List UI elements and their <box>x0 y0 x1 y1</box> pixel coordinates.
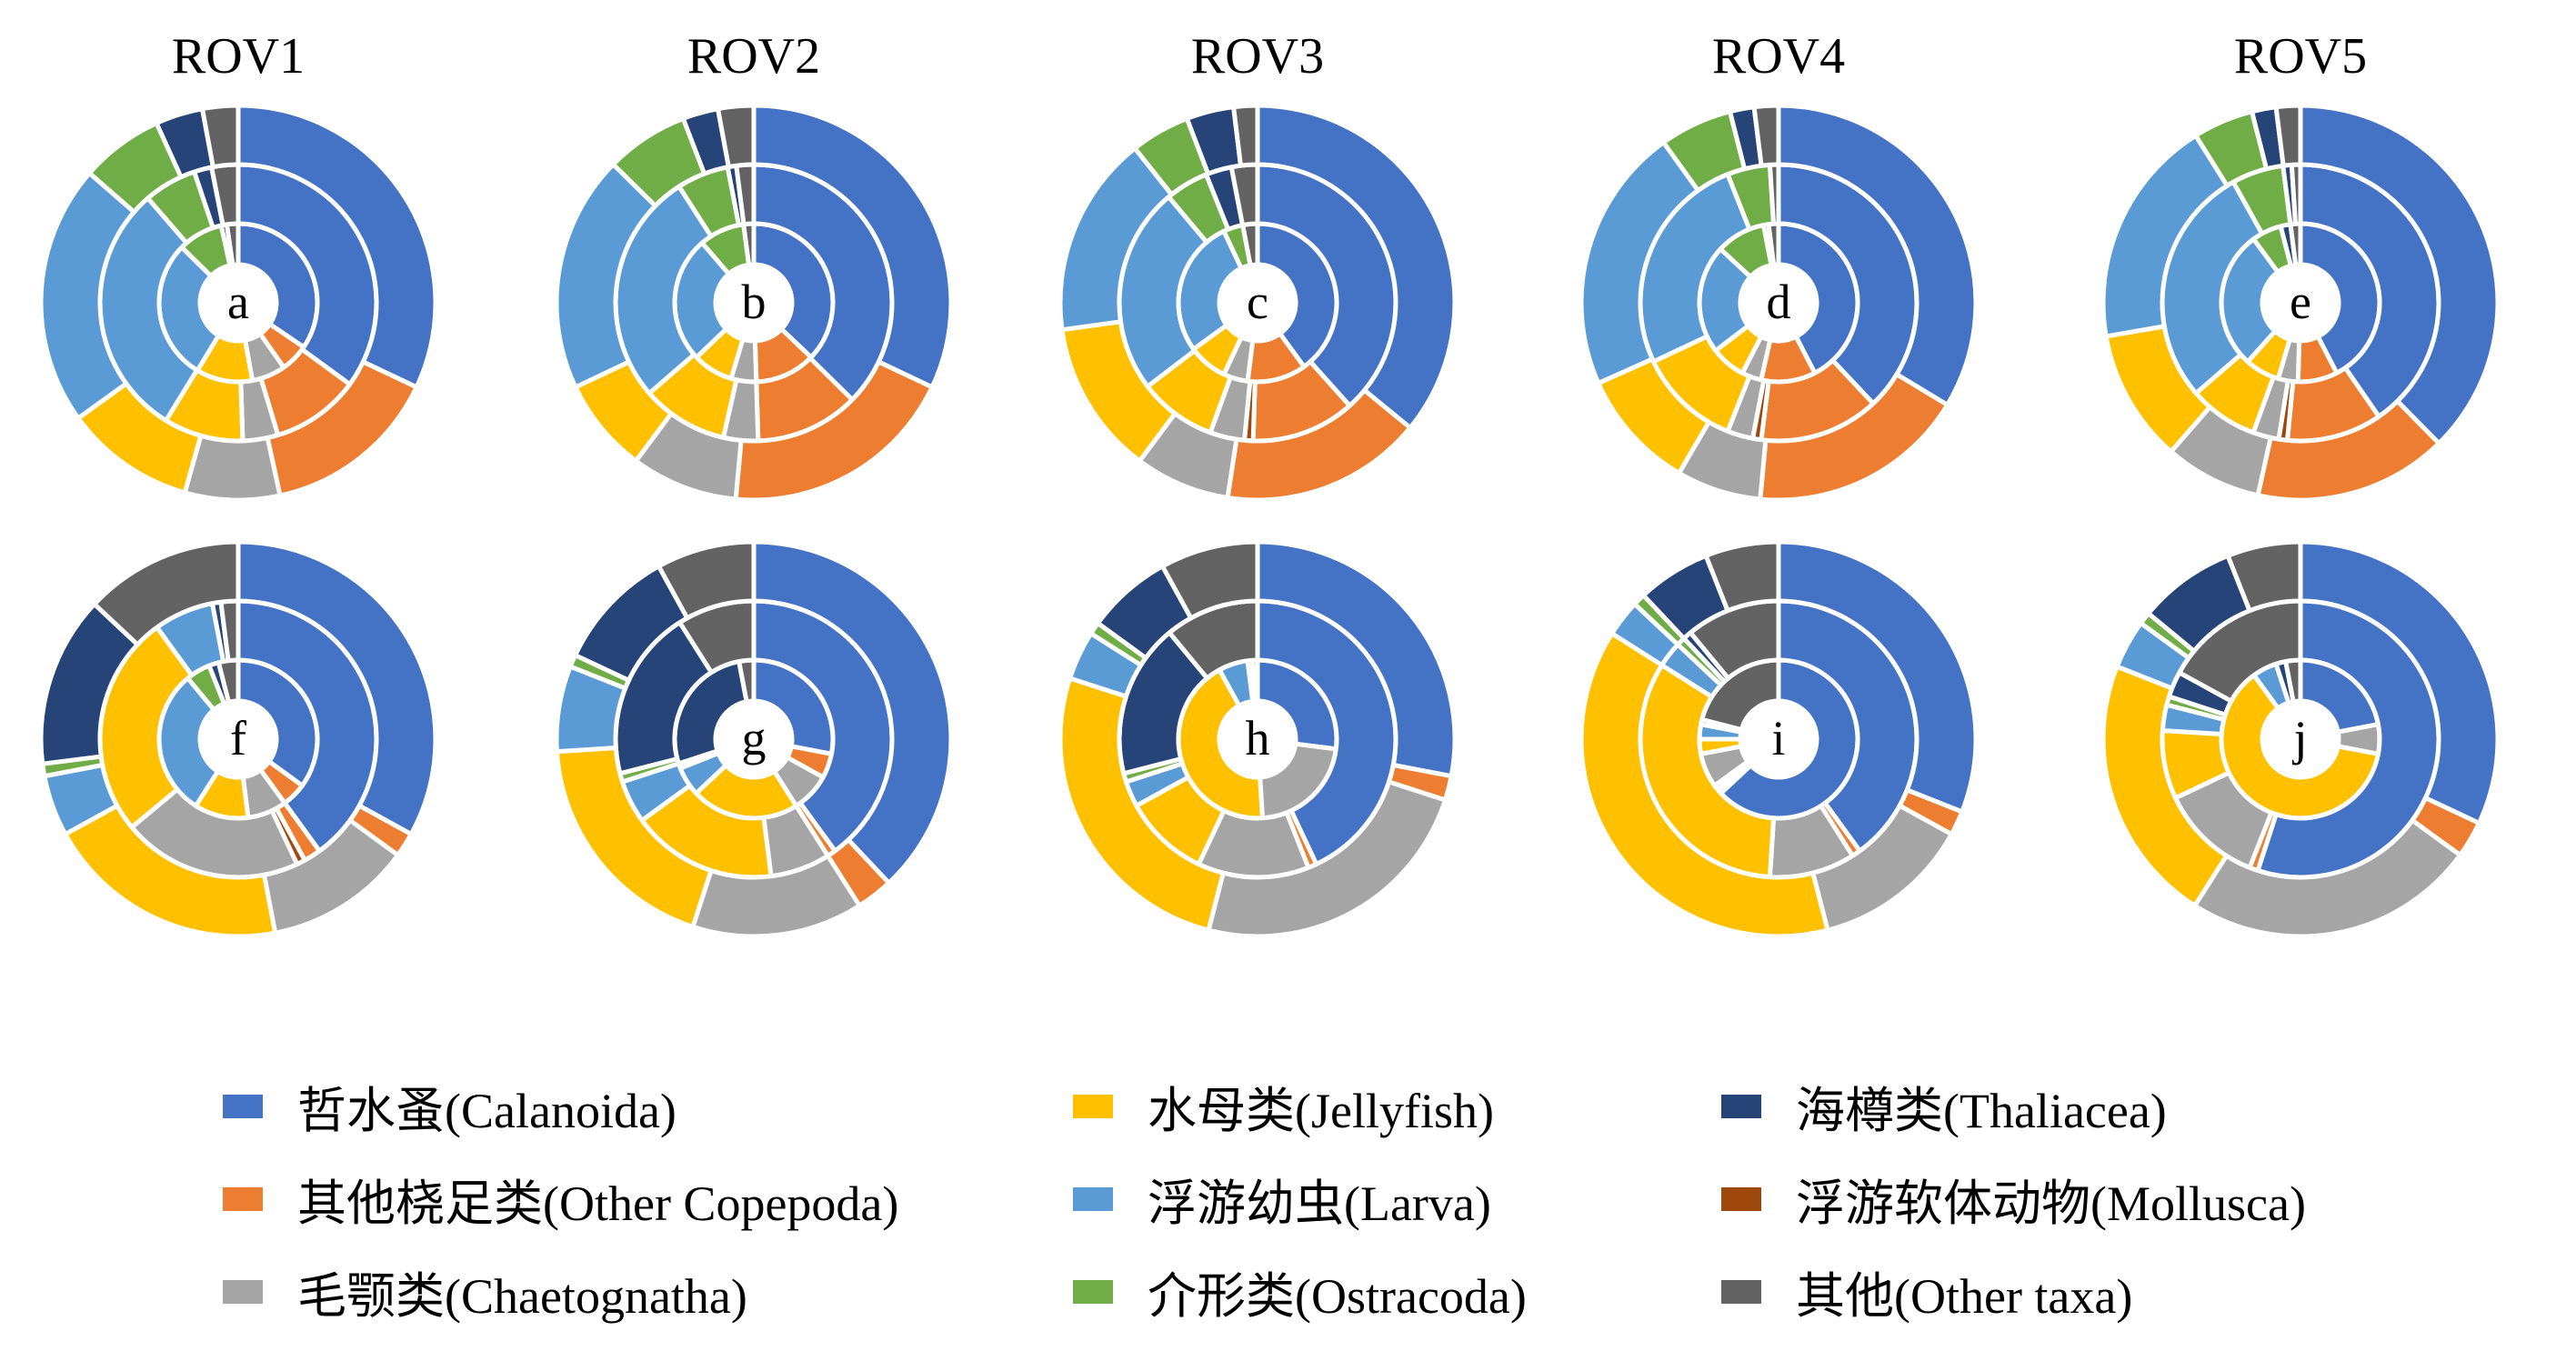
panel-label-j: j <box>2291 711 2307 766</box>
slice-c-outer-other_taxa <box>1231 103 1260 168</box>
legend-label-larva: 浮游幼虫(Larva) <box>1148 1176 1491 1231</box>
panel-label-d: d <box>1767 275 1791 329</box>
donut-e: e <box>2100 103 2501 503</box>
slice-j-outer-calanoida <box>2298 539 2501 826</box>
panel-label-f: f <box>230 711 246 766</box>
donut-a: a <box>38 103 438 503</box>
donut-b: b <box>554 103 954 503</box>
donut-c: c <box>1057 103 1458 503</box>
slice-c-outer-calanoida <box>1255 103 1458 431</box>
donut-hole-j <box>2262 701 2339 777</box>
slice-e-outer-calanoida <box>2298 103 2501 446</box>
legend-label-calanoida: 哲水蚤(Calanoida) <box>297 1084 677 1138</box>
slice-h-outer-calanoida <box>1255 539 1458 779</box>
donut-hole-b <box>716 265 792 341</box>
donut-hole-a <box>200 265 276 341</box>
slice-i-outer-jellyfish <box>1579 631 1830 939</box>
donut-j: j <box>2100 539 2501 939</box>
slice-f-outer-other_taxa <box>92 539 241 647</box>
slice-a-outer-calanoida <box>236 103 438 390</box>
panel-label-i: i <box>1771 711 1785 766</box>
legend-swatch-calanoida <box>223 1095 263 1118</box>
donut-panels: a b c d e f g h i j <box>38 103 2501 939</box>
legend-swatch-larva <box>1073 1187 1113 1211</box>
panel-label-b: b <box>742 275 767 329</box>
legend-swatch-ostracoda <box>1073 1280 1113 1304</box>
slice-j-outer-other_taxa <box>2225 539 2303 614</box>
donut-hole-f <box>200 701 276 777</box>
column-titles: ROV1 ROV2 ROV3 ROV4 ROV5 <box>172 28 2367 85</box>
column-title-rov2: ROV2 <box>687 28 820 85</box>
legend: 哲水蚤(Calanoida) 水母类(Jellyfish) 海樽类(Thaliace… <box>223 1084 2306 1324</box>
legend-label-other_copepoda: 其他桡足类(Other Copepoda) <box>297 1176 898 1231</box>
column-title-rov5: ROV5 <box>2234 28 2367 85</box>
slice-e-outer-other_taxa <box>2273 103 2303 168</box>
legend-label-mollusca: 浮游软体动物(Mollusca) <box>1796 1176 2306 1231</box>
legend-swatch-thaliacea <box>1721 1095 1761 1118</box>
legend-label-thaliacea: 海樽类(Thaliacea) <box>1796 1084 2167 1138</box>
legend-swatch-chaetognatha <box>223 1280 263 1304</box>
slice-g-outer-calanoida <box>751 539 954 886</box>
donut-g: g <box>554 539 954 939</box>
legend-swatch-mollusca <box>1721 1187 1761 1211</box>
column-title-rov1: ROV1 <box>172 28 305 85</box>
slice-g-outer-other_taxa <box>656 539 757 621</box>
column-title-rov3: ROV3 <box>1191 28 1324 85</box>
donut-hole-i <box>1740 701 1817 777</box>
panel-label-e: e <box>2290 275 2311 329</box>
slice-h-outer-other_taxa <box>1159 539 1260 621</box>
donut-hole-h <box>1219 701 1296 777</box>
slice-b-outer-calanoida <box>751 103 954 390</box>
slice-d-outer-other_taxa <box>1751 103 1781 168</box>
slice-b-outer-other_taxa <box>716 103 757 170</box>
column-title-rov4: ROV4 <box>1712 28 1845 85</box>
donut-h: h <box>1057 539 1458 939</box>
donut-f: f <box>38 539 438 939</box>
legend-label-jellyfish: 水母类(Jellyfish) <box>1148 1084 1494 1138</box>
slice-d-middle-other_taxa <box>1767 162 1781 226</box>
legend-label-ostracoda: 介形类(Ostracoda) <box>1148 1269 1527 1324</box>
legend-swatch-other_copepoda <box>223 1187 263 1211</box>
slice-a-outer-other_taxa <box>200 103 241 170</box>
panel-label-c: c <box>1247 275 1268 329</box>
donut-i: i <box>1579 539 1979 939</box>
donut-hole-g <box>716 701 792 777</box>
donut-hole-c <box>1219 265 1296 341</box>
legend-swatch-jellyfish <box>1073 1095 1113 1118</box>
donut-hole-d <box>1740 265 1817 341</box>
legend-label-other_taxa: 其他(Other taxa) <box>1796 1269 2132 1324</box>
panel-label-h: h <box>1246 711 1270 766</box>
slice-e-middle-other_taxa <box>2289 162 2303 226</box>
slice-d-outer-calanoida <box>1776 103 1979 407</box>
donut-hole-e <box>2262 265 2339 341</box>
panel-label-a: a <box>227 275 249 329</box>
legend-label-chaetognatha: 毛颚类(Chaetognatha) <box>297 1269 747 1324</box>
slice-i-outer-calanoida <box>1776 539 1979 815</box>
slice-h-inner-other_taxa <box>1250 657 1260 704</box>
slice-f-outer-calanoida <box>236 539 438 837</box>
panel-label-g: g <box>742 711 767 766</box>
donut-d: d <box>1579 103 1979 503</box>
legend-swatch-other_taxa <box>1721 1280 1761 1304</box>
slice-i-outer-other_taxa <box>1703 539 1781 614</box>
